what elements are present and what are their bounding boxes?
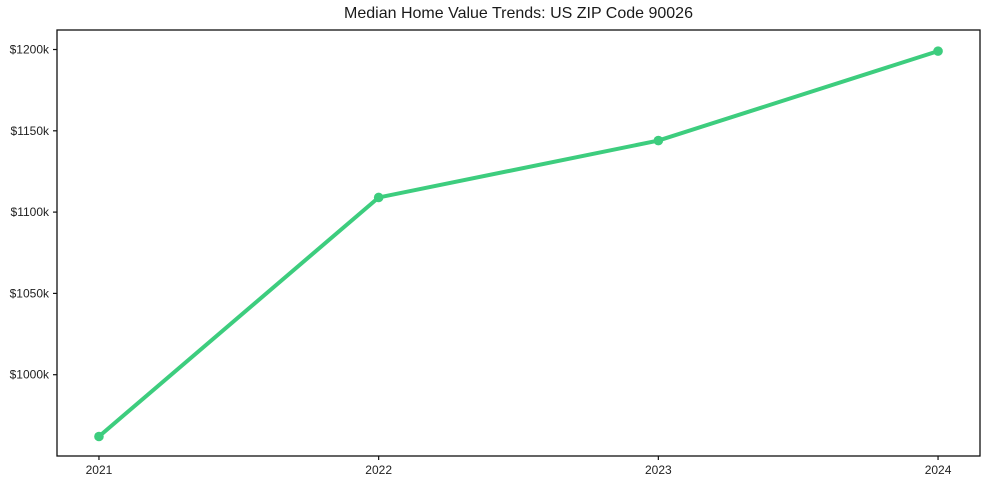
y-tick-label: $1100k (11, 205, 50, 219)
x-tick-label: 2023 (645, 463, 672, 477)
x-tick-label: 2024 (925, 463, 952, 477)
data-point-marker (94, 431, 104, 442)
x-tick-label: 2022 (365, 463, 392, 477)
y-tick-label: $1200k (10, 43, 50, 57)
y-tick-label: $1050k (10, 286, 50, 300)
trend-line (96, 49, 941, 439)
x-tick-label: 2021 (86, 463, 113, 477)
data-point-marker (653, 135, 664, 146)
axes-box (56, 29, 981, 457)
data-point-marker (933, 46, 943, 56)
plot-area (57, 30, 980, 456)
data-point-marker (373, 192, 384, 203)
y-tick-label: $1150k (11, 124, 50, 138)
chart-title: Median Home Value Trends: US ZIP Code 90… (344, 5, 693, 22)
y-tick-label: $1000k (10, 368, 50, 382)
